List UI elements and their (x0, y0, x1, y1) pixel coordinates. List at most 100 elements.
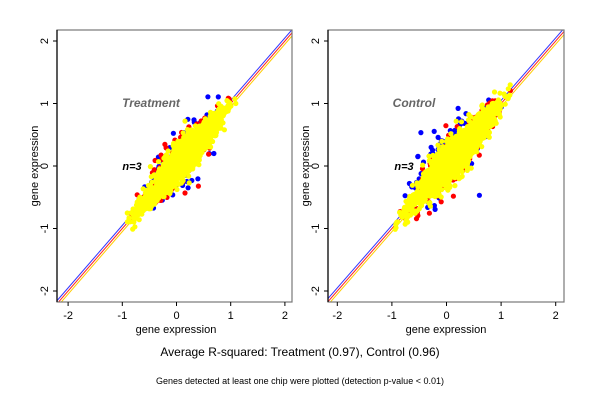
data-point-chip-3 (426, 153, 432, 159)
data-point-chip-3 (421, 172, 427, 179)
data-point-chip-3 (144, 192, 150, 198)
data-point-chip-3 (484, 128, 491, 135)
y-axis-label: gene expression (29, 126, 41, 207)
data-point-chip-3 (136, 210, 142, 216)
data-point-chip-3 (161, 194, 167, 200)
panel-treatment: -2 -1 0 1 2 -2 -1 0 1 2 Treatment n=3 gene expre… (29, 29, 293, 336)
x-axis-ticks: -2 -1 0 1 2 (332, 302, 559, 322)
data-point-chip-3 (392, 226, 398, 232)
data-point-chip-3 (170, 143, 176, 149)
data-point-chip-2 (413, 216, 420, 222)
data-point-chip-3 (458, 140, 465, 146)
panel-title: Control (393, 96, 436, 110)
data-point-chip-2 (443, 123, 449, 129)
data-point-chip-3 (217, 107, 223, 113)
data-point-chip-3 (132, 224, 138, 230)
data-point-chip-3 (436, 166, 442, 172)
data-point-chip-3 (428, 181, 434, 187)
data-point-chip-3 (421, 188, 427, 194)
data-point-chip-3 (432, 193, 438, 200)
data-point-chip-3 (196, 152, 202, 158)
data-point-chip-2 (426, 210, 432, 216)
data-point-chip-3 (445, 156, 451, 162)
data-point-chip-3 (407, 201, 413, 207)
data-point-chip-3 (435, 142, 441, 148)
data-point-chip-3 (479, 144, 485, 150)
data-point-chip-1 (191, 117, 197, 123)
data-point-chip-1 (431, 128, 437, 134)
data-point-chip-1 (211, 150, 217, 157)
data-point-chip-3 (186, 180, 192, 186)
data-point-chip-1 (402, 193, 408, 199)
data-point-chip-3 (473, 129, 479, 135)
data-point-chip-3 (455, 151, 461, 157)
data-point-chip-3 (214, 114, 220, 121)
data-point-chip-3 (157, 173, 163, 179)
data-point-chip-3 (452, 165, 458, 171)
data-point-chip-3 (178, 165, 184, 171)
data-point-chip-3 (456, 176, 462, 182)
data-point-chip-1 (452, 127, 458, 133)
data-point-chip-3 (403, 218, 409, 224)
data-point-chip-3 (494, 103, 500, 109)
data-point-chip-3 (149, 201, 155, 207)
x-tick-label: -1 (117, 310, 127, 322)
data-point-chip-3 (468, 165, 474, 171)
data-point-chip-3 (425, 167, 431, 174)
x-tick-label: -2 (63, 310, 73, 322)
data-point-chip-3 (148, 189, 154, 195)
data-point-chip-3 (432, 176, 438, 182)
data-point-chip-3 (196, 162, 202, 168)
data-point-chip-3 (450, 151, 456, 157)
data-point-chip-3 (180, 130, 186, 136)
data-point-chip-3 (476, 112, 482, 118)
data-point-chip-3 (449, 135, 455, 141)
data-point-chip-1 (415, 154, 421, 160)
data-point-chip-3 (442, 165, 448, 171)
data-point-chip-3 (209, 111, 216, 118)
data-point-chip-3 (447, 166, 453, 172)
data-point-chip-3 (217, 122, 223, 128)
data-point-chip-3 (184, 146, 190, 152)
panel-control: -2 -1 0 1 2 -2 -1 0 1 2 Control n=3 gene express… (300, 29, 565, 336)
y-tick-label: 0 (310, 163, 322, 169)
data-point-chip-1 (205, 94, 211, 100)
data-point-chip-3 (481, 124, 487, 130)
data-point-chip-3 (124, 210, 130, 216)
data-point-chip-3 (144, 197, 150, 203)
data-point-chip-3 (505, 96, 511, 102)
data-point-chip-3 (453, 118, 459, 124)
data-point-chip-3 (208, 116, 215, 122)
y-tick-label: -2 (39, 286, 51, 296)
data-point-chip-3 (458, 119, 465, 125)
data-point-chip-3 (456, 158, 463, 164)
data-point-chip-3 (201, 134, 207, 140)
data-point-chip-3 (430, 171, 436, 177)
y-tick-label: 2 (310, 38, 322, 44)
x-axis-label: gene expression (136, 324, 217, 336)
data-point-chip-3 (182, 118, 188, 124)
data-point-chip-3 (430, 152, 436, 158)
data-point-chip-3 (189, 148, 195, 154)
data-point-chip-3 (481, 135, 487, 141)
data-point-chip-3 (469, 120, 475, 126)
data-point-chip-3 (479, 103, 485, 109)
data-point-chip-3 (427, 203, 433, 209)
data-point-chip-3 (501, 91, 507, 97)
data-point-chip-3 (474, 136, 480, 142)
data-point-chip-3 (457, 164, 463, 170)
data-point-chip-3 (194, 124, 200, 130)
data-point-chip-3 (445, 136, 451, 142)
scatter-points (392, 82, 513, 232)
data-point-chip-3 (189, 141, 196, 147)
data-point-chip-3 (164, 162, 171, 169)
data-point-chip-3 (208, 122, 214, 128)
data-point-chip-3 (491, 89, 498, 95)
data-point-chip-3 (208, 130, 214, 136)
data-point-chip-3 (159, 186, 165, 193)
data-point-chip-2 (182, 190, 188, 196)
data-point-chip-3 (472, 116, 478, 122)
data-point-chip-3 (429, 162, 435, 168)
data-point-chip-3 (176, 169, 182, 176)
